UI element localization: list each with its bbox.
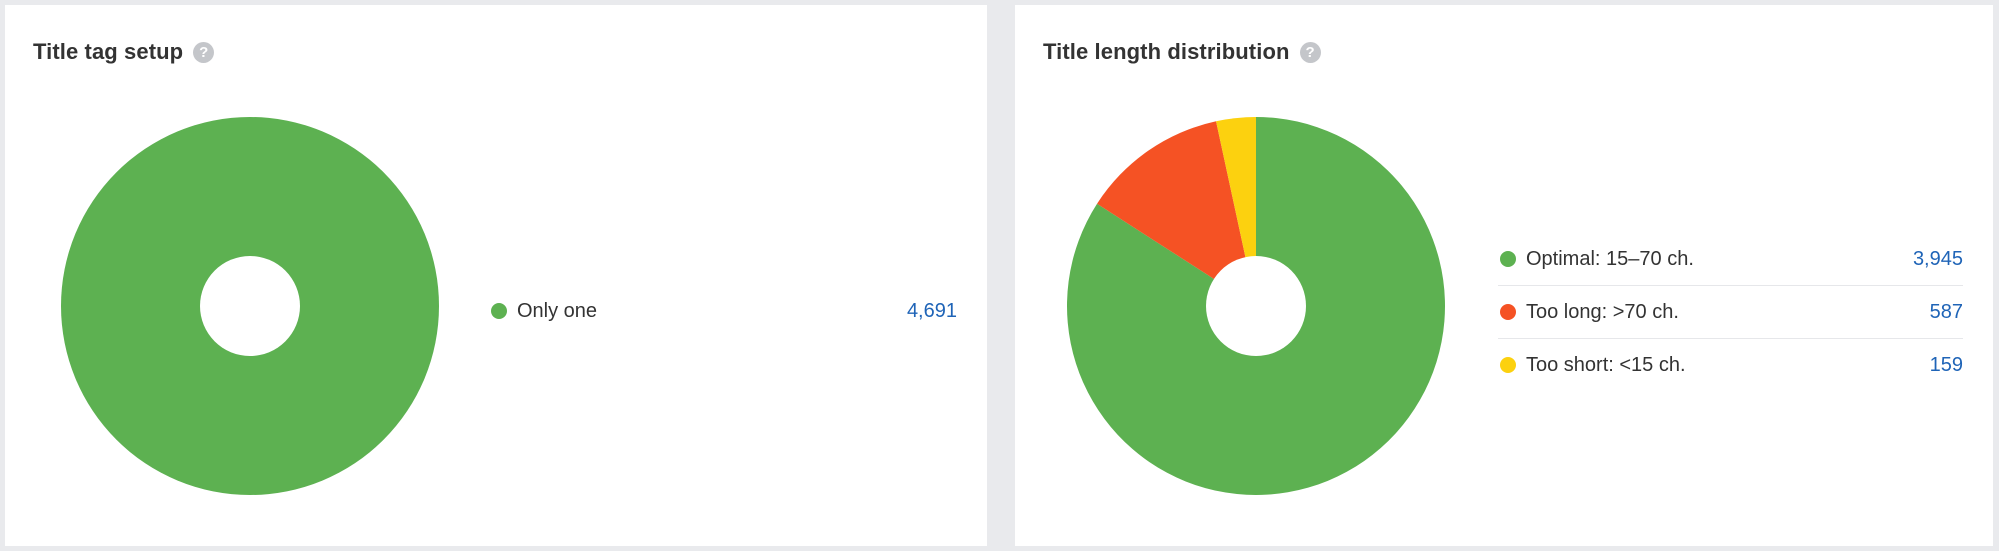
legend-dot — [1500, 357, 1516, 373]
legend-value[interactable]: 159 — [1929, 353, 1963, 376]
title-tag-setup-legend: Only one 4,691 — [489, 285, 957, 337]
legend-dot — [1500, 251, 1516, 267]
legend-dot — [491, 303, 507, 319]
question-circle-icon[interactable]: ? — [1299, 41, 1321, 63]
legend-item-too-short-15-ch[interactable]: Too short: <15 ch. 159 — [1498, 339, 1963, 391]
legend-label: Too short: <15 ch. — [1526, 353, 1686, 376]
title-length-distribution-donut-chart — [1067, 117, 1445, 495]
title-tag-setup-card: Title tag setup ? Only one 4,691 — [5, 5, 987, 546]
legend-value[interactable]: 4,691 — [906, 299, 957, 322]
card-header: Title length distribution ? — [1043, 39, 1321, 65]
donut-hole — [200, 256, 300, 356]
title-tag-setup-donut-chart — [61, 117, 439, 495]
legend-value[interactable]: 3,945 — [1912, 247, 1963, 270]
legend-label: Optimal: 15–70 ch. — [1526, 247, 1694, 270]
legend-value[interactable]: 587 — [1929, 300, 1963, 323]
slice-too-long-70-ch[interactable] — [1097, 121, 1256, 306]
question-circle-icon[interactable]: ? — [193, 41, 215, 63]
donut-hole — [1206, 256, 1306, 356]
card-title: Title tag setup — [33, 39, 184, 64]
legend-label: Only one — [517, 299, 598, 322]
legend-label: Too long: >70 ch. — [1526, 300, 1679, 323]
card-title: Title length distribution — [1043, 39, 1290, 64]
legend-dot — [1500, 304, 1516, 320]
legend-item-only-one[interactable]: Only one 4,691 — [489, 285, 957, 337]
title-length-distribution-legend: Optimal: 15–70 ch. 3,945 Too long: >70 ch.… — [1498, 233, 1963, 391]
legend-item-too-long-70-ch[interactable]: Too long: >70 ch. 587 — [1498, 286, 1963, 339]
card-header: Title tag setup ? — [33, 39, 215, 65]
legend-item-optimal-15-70-ch[interactable]: Optimal: 15–70 ch. 3,945 — [1498, 233, 1963, 286]
title-length-distribution-card: Title length distribution ? Optimal: 15–… — [1015, 5, 1993, 546]
